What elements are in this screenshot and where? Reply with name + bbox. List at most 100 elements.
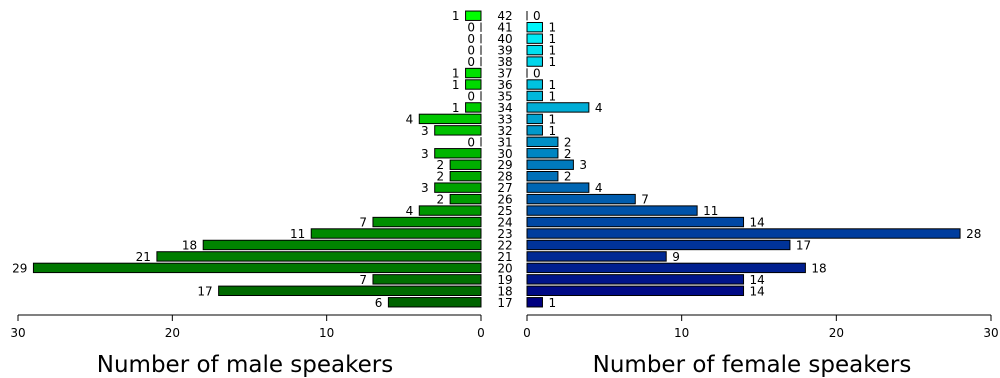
age-label: 24 [497,216,512,230]
male-x-tick-label: 10 [319,326,334,340]
male-bar [418,205,482,216]
male-value-label: 3 [421,147,429,161]
age-label: 27 [497,181,512,195]
male-bar [387,297,482,308]
female-bar [526,79,543,90]
age-label: 34 [497,101,512,115]
age-label: 19 [497,273,512,287]
age-label: 23 [497,227,512,241]
age-label: 20 [497,261,512,275]
male-value-label: 6 [375,296,383,310]
male-value-label: 1 [452,78,460,92]
male-value-label: 17 [197,284,212,298]
male-value-label: 1 [452,67,460,81]
male-bar [465,10,482,21]
age-label: 40 [497,32,512,46]
male-value-label: 1 [452,9,460,23]
male-bar [372,274,482,285]
female-bar [526,113,543,125]
female-value-label: 14 [750,273,765,287]
age-label: 22 [497,238,512,252]
female-bar [526,102,590,113]
male-x-tick-label: 30 [10,326,25,340]
male-value-label: 7 [359,216,367,230]
female-bar [526,239,791,251]
age-label: 17 [497,296,512,310]
female-value-label: 2 [564,147,572,161]
age-label: 28 [497,170,512,184]
female-value-label: 1 [548,78,556,92]
female-axis-title: Number of female speakers [593,352,912,378]
female-value-label: 0 [533,67,541,81]
female-value-label: 1 [548,32,556,46]
male-bar [156,251,482,262]
male-value-label: 2 [436,193,444,207]
male-bar [449,193,482,205]
female-bar [526,251,667,262]
female-value-label: 11 [703,204,718,218]
female-bar [526,56,543,67]
female-value-label: 1 [548,124,556,138]
female-bar [526,216,745,228]
age-label: 25 [497,204,512,218]
female-value-label: 14 [750,284,765,298]
age-label: 18 [497,284,512,298]
female-value-label: 28 [966,227,981,241]
female-bar [526,228,961,239]
female-value-label: 2 [564,170,572,184]
female-bar [526,274,745,285]
female-bar [526,136,559,148]
female-value-label: 2 [564,135,572,149]
female-value-label: 9 [672,250,680,264]
male-value-label: 1 [452,101,460,115]
male-value-label: 0 [467,32,475,46]
age-label: 21 [497,250,512,264]
male-value-label: 0 [467,89,475,103]
male-bar [434,125,482,136]
female-x-tick-label: 0 [523,326,531,340]
female-bar [526,285,745,297]
male-bar [465,102,482,113]
female-bar [526,205,698,216]
female-value-label: 14 [750,216,765,230]
male-value-label: 29 [12,261,27,275]
age-label: 33 [497,112,512,126]
male-value-label: 0 [467,21,475,35]
male-bar [418,113,482,125]
male-value-label: 0 [467,135,475,149]
male-value-label: 0 [467,44,475,58]
female-value-label: 18 [811,261,826,275]
male-value-label: 0 [467,55,475,69]
female-bar [526,21,543,33]
age-labels: 1718192021222324252627282930313233343536… [497,9,512,310]
age-label: 42 [497,9,512,23]
male-bar [465,79,482,90]
male-bar [218,285,482,297]
female-bar [526,297,543,308]
female-value-label: 0 [533,9,541,23]
male-value-label: 2 [436,170,444,184]
male-x-tick-label: 20 [165,326,180,340]
female-x-tick-label: 30 [983,326,998,340]
male-value-label: 3 [421,124,429,138]
female-bar [526,193,636,205]
male-axis-title: Number of male speakers [97,352,393,378]
male-bar [32,262,482,274]
age-label: 36 [497,78,512,92]
female-value-label: 1 [548,44,556,58]
female-bar [526,33,543,44]
female-bar [526,159,574,170]
age-label: 38 [497,55,512,69]
female-value-label: 4 [595,101,603,115]
male-bar [372,216,482,228]
male-bar [434,182,482,193]
female-bar [526,90,543,102]
male-value-label: 11 [290,227,305,241]
female-value-label: 17 [796,238,811,252]
female-x-tick-label: 10 [674,326,689,340]
male-value-label: 2 [436,158,444,172]
male-bar [449,170,482,182]
